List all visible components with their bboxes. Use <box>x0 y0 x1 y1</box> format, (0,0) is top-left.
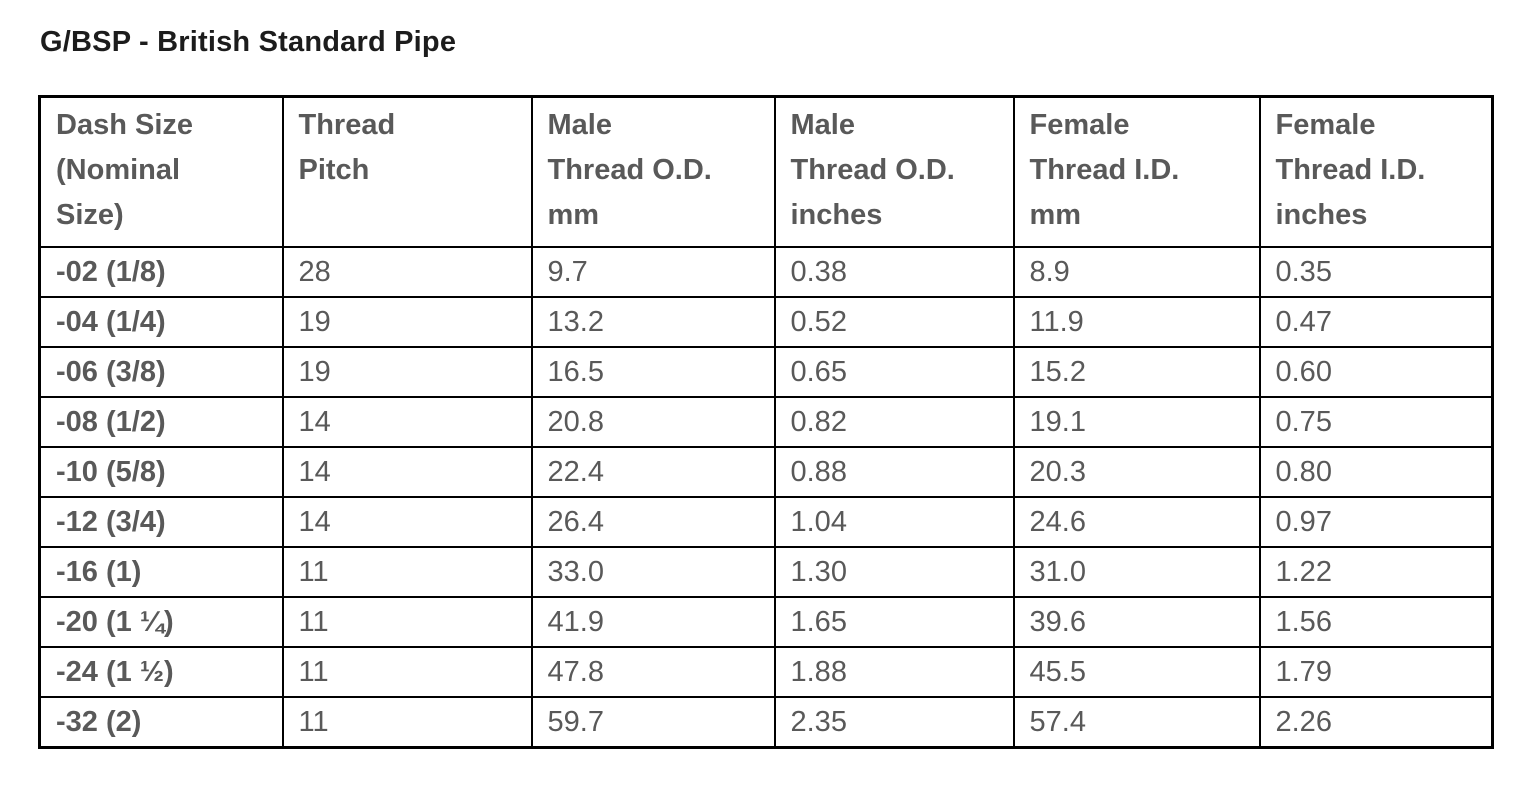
cell-female_thread_id_mm: 31.0 <box>1012 546 1261 598</box>
column-header-female_thread_id_inches: Female Thread I.D. inches <box>1258 95 1494 248</box>
cell-female_thread_id_inches: 2.26 <box>1258 696 1494 749</box>
cell-male_thread_od_mm: 13.2 <box>530 296 776 348</box>
cell-female_thread_id_inches: 0.47 <box>1258 296 1494 348</box>
cell-female_thread_id_inches: 0.75 <box>1258 396 1494 448</box>
cell-female_thread_id_mm: 8.9 <box>1012 246 1261 298</box>
bsp-table: Dash Size (Nominal Size) Thread Pitch Male… <box>38 95 1494 749</box>
cell-thread_pitch: 14 <box>281 396 533 448</box>
cell-female_thread_id_mm: 19.1 <box>1012 396 1261 448</box>
cell-dash_size: -02 (1/8) <box>38 246 284 298</box>
cell-female_thread_id_mm: 11.9 <box>1012 296 1261 348</box>
column-header-dash_size: Dash Size (Nominal Size) <box>38 95 284 248</box>
cell-thread_pitch: 11 <box>281 546 533 598</box>
cell-male_thread_od_mm: 41.9 <box>530 596 776 648</box>
page-title: G/BSP - British Standard Pipe <box>40 26 457 58</box>
cell-female_thread_id_inches: 0.80 <box>1258 446 1494 498</box>
cell-dash_size: -04 (1/4) <box>38 296 284 348</box>
cell-thread_pitch: 19 <box>281 346 533 398</box>
page: G/BSP - British Standard Pipe Dash Size … <box>38 26 1494 749</box>
table-row: -08 (1/2) 14 20.8 0.82 19.1 0.75 <box>38 396 1494 448</box>
cell-thread_pitch: 14 <box>281 446 533 498</box>
table-row: -02 (1/8) 28 9.7 0.38 8.9 0.35 <box>38 246 1494 298</box>
table-row: -12 (3/4) 14 26.4 1.04 24.6 0.97 <box>38 496 1494 548</box>
cell-thread_pitch: 19 <box>281 296 533 348</box>
cell-male_thread_od_inches: 2.35 <box>773 696 1015 749</box>
table-header-row: Dash Size (Nominal Size) Thread Pitch Male… <box>38 95 1494 248</box>
cell-male_thread_od_mm: 9.7 <box>530 246 776 298</box>
cell-female_thread_id_inches: 0.60 <box>1258 346 1494 398</box>
cell-thread_pitch: 11 <box>281 646 533 698</box>
cell-thread_pitch: 11 <box>281 596 533 648</box>
cell-male_thread_od_inches: 0.88 <box>773 446 1015 498</box>
cell-male_thread_od_inches: 0.52 <box>773 296 1015 348</box>
column-header-thread_pitch: Thread Pitch <box>281 95 533 248</box>
cell-dash_size: -32 (2) <box>38 696 284 749</box>
cell-male_thread_od_inches: 0.65 <box>773 346 1015 398</box>
cell-female_thread_id_mm: 20.3 <box>1012 446 1261 498</box>
cell-male_thread_od_inches: 1.30 <box>773 546 1015 598</box>
cell-male_thread_od_inches: 1.88 <box>773 646 1015 698</box>
table-row: -10 (5/8) 14 22.4 0.88 20.3 0.80 <box>38 446 1494 498</box>
cell-female_thread_id_mm: 57.4 <box>1012 696 1261 749</box>
cell-male_thread_od_inches: 0.38 <box>773 246 1015 298</box>
cell-male_thread_od_mm: 20.8 <box>530 396 776 448</box>
cell-male_thread_od_inches: 1.65 <box>773 596 1015 648</box>
column-header-male_thread_od_inches: Male Thread O.D. inches <box>773 95 1015 248</box>
cell-male_thread_od_inches: 1.04 <box>773 496 1015 548</box>
cell-male_thread_od_mm: 59.7 <box>530 696 776 749</box>
table-row: -24 (1 ½) 11 47.8 1.88 45.5 1.79 <box>38 646 1494 698</box>
cell-female_thread_id_mm: 39.6 <box>1012 596 1261 648</box>
table-body: -02 (1/8) 28 9.7 0.38 8.9 0.35 -04 (1/4) 19 13.2… <box>38 246 1494 749</box>
cell-dash_size: -08 (1/2) <box>38 396 284 448</box>
cell-female_thread_id_inches: 1.22 <box>1258 546 1494 598</box>
cell-female_thread_id_inches: 1.79 <box>1258 646 1494 698</box>
cell-dash_size: -20 (1 ¼) <box>38 596 284 648</box>
cell-male_thread_od_inches: 0.82 <box>773 396 1015 448</box>
column-header-male_thread_od_mm: Male Thread O.D. mm <box>530 95 776 248</box>
cell-female_thread_id_inches: 1.56 <box>1258 596 1494 648</box>
cell-dash_size: -10 (5/8) <box>38 446 284 498</box>
cell-female_thread_id_inches: 0.97 <box>1258 496 1494 548</box>
table-row: -06 (3/8) 19 16.5 0.65 15.2 0.60 <box>38 346 1494 398</box>
cell-dash_size: -16 (1) <box>38 546 284 598</box>
cell-dash_size: -12 (3/4) <box>38 496 284 548</box>
cell-male_thread_od_mm: 47.8 <box>530 646 776 698</box>
table-row: -32 (2) 11 59.7 2.35 57.4 2.26 <box>38 696 1494 749</box>
table-row: -20 (1 ¼) 11 41.9 1.65 39.6 1.56 <box>38 596 1494 648</box>
cell-female_thread_id_mm: 45.5 <box>1012 646 1261 698</box>
column-header-female_thread_id_mm: Female Thread I.D. mm <box>1012 95 1261 248</box>
cell-dash_size: -24 (1 ½) <box>38 646 284 698</box>
cell-dash_size: -06 (3/8) <box>38 346 284 398</box>
cell-male_thread_od_mm: 33.0 <box>530 546 776 598</box>
cell-male_thread_od_mm: 26.4 <box>530 496 776 548</box>
cell-female_thread_id_inches: 0.35 <box>1258 246 1494 298</box>
table-row: -04 (1/4) 19 13.2 0.52 11.9 0.47 <box>38 296 1494 348</box>
cell-male_thread_od_mm: 16.5 <box>530 346 776 398</box>
cell-female_thread_id_mm: 24.6 <box>1012 496 1261 548</box>
cell-thread_pitch: 28 <box>281 246 533 298</box>
cell-female_thread_id_mm: 15.2 <box>1012 346 1261 398</box>
cell-male_thread_od_mm: 22.4 <box>530 446 776 498</box>
table-row: -16 (1) 11 33.0 1.30 31.0 1.22 <box>38 546 1494 598</box>
cell-thread_pitch: 11 <box>281 696 533 749</box>
cell-thread_pitch: 14 <box>281 496 533 548</box>
